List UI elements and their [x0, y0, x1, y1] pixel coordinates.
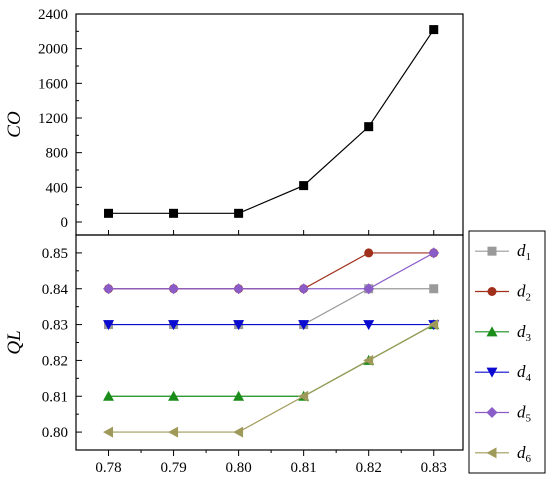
data-point — [233, 320, 245, 331]
series-d5 — [103, 247, 440, 295]
data-point — [428, 247, 440, 259]
y-tick-label-top: 1600 — [38, 76, 68, 92]
series-line — [108, 288, 434, 326]
legend-label-subscript: 4 — [526, 372, 532, 384]
y-tick-label-bottom: 0.84 — [42, 282, 69, 298]
data-point — [233, 283, 245, 295]
y-tick-label-bottom: 0.81 — [42, 389, 68, 405]
data-point — [363, 320, 375, 331]
data-point — [168, 426, 179, 438]
legend-label-base: d — [517, 241, 526, 260]
y-tick-label-bottom: 0.85 — [42, 246, 68, 262]
data-point — [298, 283, 310, 295]
data-point — [103, 426, 114, 438]
legend-marker — [486, 407, 498, 418]
y-axis-title-bottom: QL — [4, 330, 25, 354]
legend-item-d4: d4 — [475, 362, 532, 384]
legend-marker — [487, 287, 497, 296]
data-point — [363, 354, 374, 366]
top-panel-frame — [75, 13, 464, 236]
legend-label-base: d — [517, 443, 526, 462]
data-point — [103, 390, 115, 401]
data-point — [104, 208, 114, 218]
series-d1 — [104, 284, 439, 330]
legend-label: d5 — [517, 403, 532, 425]
legend-label-subscript: 1 — [526, 251, 532, 263]
legend-label: d4 — [517, 362, 532, 384]
series-d6 — [103, 319, 439, 438]
legend-label-subscript: 6 — [526, 453, 532, 465]
legend-item-d5: d5 — [475, 403, 532, 425]
legend-item-d6: d6 — [475, 443, 532, 465]
x-tick-label: 0.83 — [421, 460, 447, 476]
y-tick-label-top: 1200 — [38, 111, 68, 127]
data-point — [363, 283, 375, 295]
y-tick-label-top: 2400 — [38, 7, 68, 23]
legend-item-d2: d2 — [475, 282, 531, 304]
data-point — [168, 320, 180, 331]
legend-item-d1: d1 — [475, 241, 531, 263]
legend-label-base: d — [517, 362, 526, 381]
series-d3 — [103, 319, 440, 401]
legend-label-subscript: 3 — [526, 332, 532, 344]
x-tick-label: 0.80 — [225, 460, 251, 476]
legend-label-subscript: 2 — [526, 292, 532, 304]
legend-label: d1 — [517, 241, 531, 263]
series-line — [108, 324, 435, 397]
series-line — [108, 324, 435, 433]
data-point — [103, 320, 115, 331]
legend-label-base: d — [517, 403, 526, 422]
bottom-panel-frame — [75, 234, 464, 451]
data-point — [233, 426, 244, 438]
series-line — [108, 29, 435, 214]
legend-marker — [486, 326, 498, 337]
legend-marker — [486, 447, 497, 459]
y-tick-label-top: 0 — [61, 215, 69, 231]
series-line — [108, 252, 434, 290]
legend-label-base: d — [517, 322, 526, 341]
series-line — [108, 252, 435, 290]
series-series-0 — [104, 25, 439, 218]
data-point — [168, 390, 180, 401]
data-point — [234, 208, 244, 218]
legend-marker — [487, 246, 497, 256]
data-point — [233, 390, 245, 401]
series-d4 — [103, 320, 440, 331]
data-point — [364, 248, 374, 258]
legend-marker — [486, 367, 498, 378]
data-point — [429, 25, 439, 35]
y-tick-label-bottom: 0.82 — [42, 353, 68, 369]
x-tick-label: 0.81 — [291, 460, 317, 476]
data-point — [364, 122, 374, 132]
x-tick-label: 0.79 — [160, 460, 186, 476]
y-tick-label-bottom: 0.83 — [42, 318, 68, 334]
y-tick-label-top: 400 — [46, 180, 69, 196]
legend-label: d2 — [517, 282, 531, 304]
data-point — [169, 208, 179, 218]
data-point — [298, 390, 309, 402]
data-point — [168, 283, 180, 295]
legend-item-d3: d3 — [475, 322, 532, 344]
y-tick-label-top: 800 — [46, 146, 69, 162]
data-point — [298, 320, 310, 331]
legend-label-subscript: 5 — [526, 413, 532, 425]
legend-label: d3 — [517, 322, 532, 344]
y-tick-label-bottom: 0.80 — [42, 425, 68, 441]
legend-box — [468, 230, 546, 474]
legend-label-base: d — [517, 282, 526, 301]
data-point — [428, 319, 439, 331]
legend-label: d6 — [517, 443, 532, 465]
y-axis-title-top: CO — [4, 111, 25, 138]
data-point — [429, 284, 439, 294]
data-point — [299, 181, 309, 191]
y-tick-label-top: 2000 — [38, 42, 68, 58]
x-tick-label: 0.82 — [356, 460, 382, 476]
data-point — [103, 283, 115, 295]
series-d2 — [104, 248, 439, 294]
x-tick-label: 0.78 — [95, 460, 121, 476]
